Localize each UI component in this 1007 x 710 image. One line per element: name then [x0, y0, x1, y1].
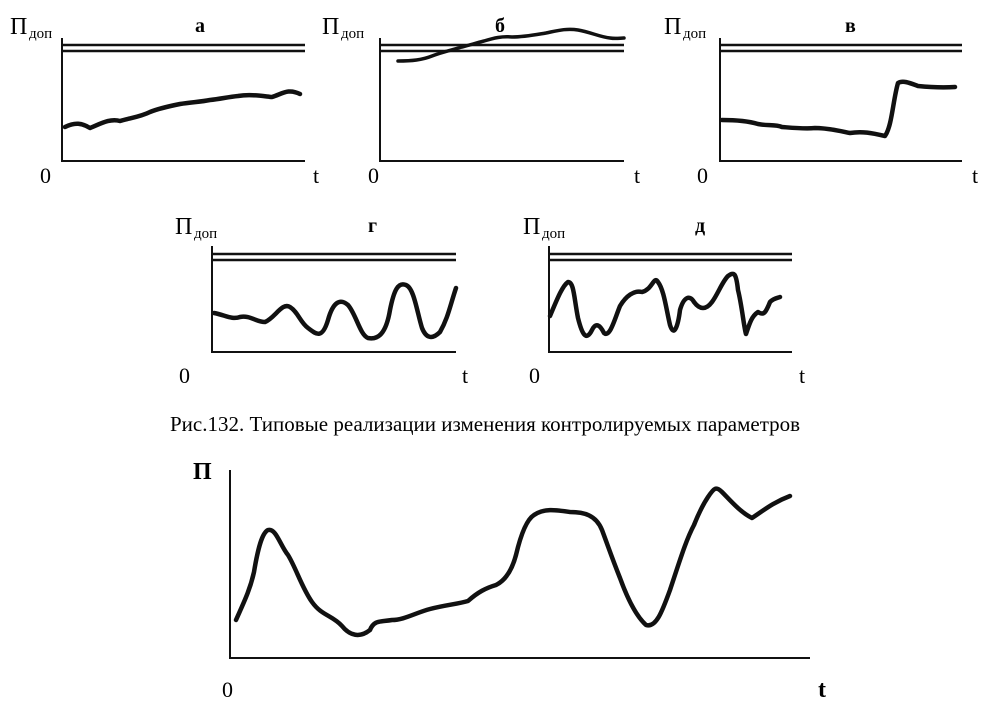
panel-v-label: в — [845, 15, 856, 37]
panel-v-ysub: доп — [683, 26, 706, 42]
panel-d-origin: 0 — [529, 363, 540, 388]
panel-a-curve — [62, 89, 303, 131]
panel-v-ylabel: П — [664, 14, 681, 40]
figure-caption: Рис.132. Типовые реализации изменения ко… — [170, 412, 800, 436]
panel-v-xlabel: t — [972, 163, 978, 188]
panel-b: П доп б 0 t — [322, 14, 640, 188]
panel-g: П доп г 0 t — [175, 214, 468, 388]
panel-a-ysub: доп — [29, 26, 52, 42]
panel-v-axes — [719, 38, 962, 162]
panel-b-xlabel: t — [634, 163, 640, 188]
panel-d-ylabel: П — [523, 214, 540, 240]
panel-d-ysub: доп — [542, 226, 565, 242]
bottom-chart-curve — [233, 486, 793, 638]
panel-b-axes — [379, 38, 624, 162]
panel-g-ylabel: П — [175, 214, 192, 240]
panel-d-label: д — [695, 215, 705, 237]
bottom-chart-ylabel: П — [193, 459, 212, 485]
panel-b-origin: 0 — [368, 163, 379, 188]
bottom-chart-axes — [229, 470, 810, 659]
panel-g-axes — [211, 246, 456, 353]
panel-g-origin: 0 — [179, 363, 190, 388]
panel-a-axes — [61, 38, 305, 162]
panel-d: П доп д 0 t — [523, 214, 805, 388]
panel-a-label: а — [195, 15, 205, 37]
panel-d-curve — [547, 271, 783, 338]
panel-g-label: г — [368, 215, 377, 237]
panel-b-curve — [396, 27, 626, 63]
panel-g-ysub: доп — [194, 226, 217, 242]
panel-b-label: б — [495, 15, 505, 37]
panel-a-ylabel: П — [10, 14, 27, 40]
panel-a: П доп а 0 t — [10, 14, 319, 188]
panel-v-curve — [719, 79, 958, 139]
bottom-chart: П 0 t — [193, 459, 826, 703]
panel-a-xlabel: t — [313, 163, 319, 188]
panel-b-ylabel: П — [322, 14, 339, 40]
panel-b-ysub: доп — [341, 26, 364, 42]
panel-v-origin: 0 — [697, 163, 708, 188]
bottom-chart-xlabel: t — [818, 677, 826, 703]
panel-a-origin: 0 — [40, 163, 51, 188]
panel-g-curve — [211, 282, 459, 341]
panel-g-xlabel: t — [462, 363, 468, 388]
bottom-chart-origin: 0 — [222, 677, 233, 702]
panel-d-axes — [548, 246, 792, 353]
panel-d-xlabel: t — [799, 363, 805, 388]
panel-v: П доп в 0 t — [664, 14, 978, 188]
